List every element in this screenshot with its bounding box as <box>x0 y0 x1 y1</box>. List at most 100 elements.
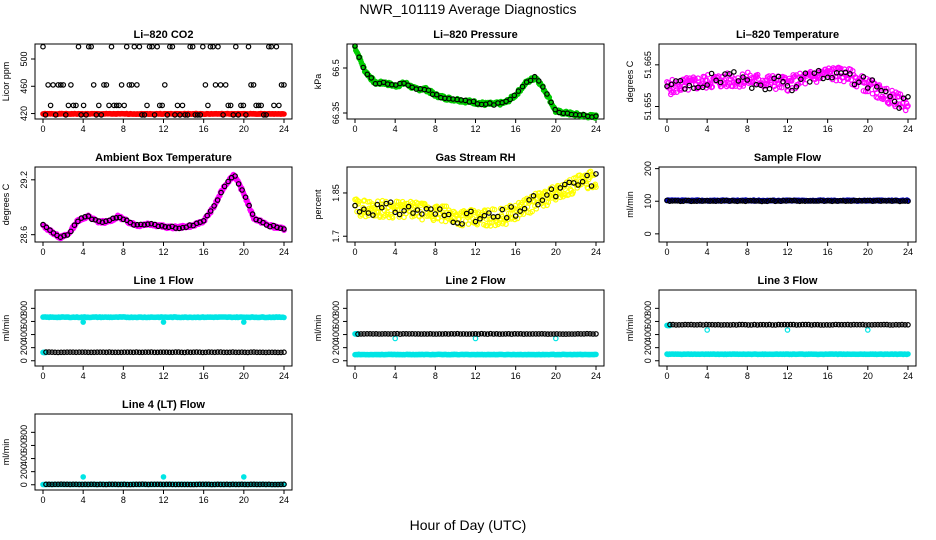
data-point <box>281 349 287 356</box>
data-point <box>263 349 269 356</box>
data-point <box>199 349 206 356</box>
data-point <box>370 331 376 337</box>
data-point <box>904 104 911 110</box>
data-point <box>838 321 845 328</box>
data-point <box>893 321 899 328</box>
panel-1: Li–820 CO2 Licor ppm 0 4 8 12 16 20 24 420 460 500 <box>1 29 293 134</box>
x-tick-label: 4 <box>393 247 398 257</box>
data-point <box>146 43 153 50</box>
data-point <box>777 198 784 205</box>
data-point <box>111 102 117 109</box>
data-point <box>257 349 263 356</box>
data-point <box>418 331 425 337</box>
data-point <box>844 321 851 328</box>
data-point <box>810 198 817 204</box>
data-point <box>103 481 110 488</box>
data-point <box>208 481 215 488</box>
data-point <box>793 322 800 328</box>
data-point <box>496 331 503 337</box>
data-point <box>386 214 393 221</box>
data-point <box>820 322 827 328</box>
data-point <box>184 481 191 488</box>
data-point <box>905 321 911 328</box>
data-point <box>401 208 407 214</box>
data-point <box>491 206 498 213</box>
data-point <box>540 84 546 90</box>
data-point <box>88 43 95 50</box>
y-tick-label: 100 <box>643 194 653 209</box>
data-point <box>560 331 566 337</box>
x-tick-label: 0 <box>664 247 669 257</box>
data-point <box>184 349 191 355</box>
data-point <box>581 331 587 337</box>
y-tick-label: 51.665 <box>643 51 653 79</box>
data-point <box>49 349 55 356</box>
data-point <box>241 474 247 480</box>
data-point <box>691 321 697 328</box>
data-point <box>823 198 830 204</box>
data-point <box>387 199 394 206</box>
data-point <box>46 481 52 488</box>
data-point <box>544 202 550 209</box>
data-point <box>481 212 488 219</box>
data-point <box>193 481 200 488</box>
data-point <box>58 481 64 488</box>
data-point <box>255 102 262 109</box>
data-point <box>677 77 684 84</box>
x-tick-label: 20 <box>239 495 249 505</box>
y-tick-label: 800 <box>19 301 29 316</box>
data-point <box>851 81 858 88</box>
data-point <box>277 225 284 232</box>
data-point <box>110 215 116 222</box>
data-point <box>673 322 679 328</box>
data-point <box>400 330 407 337</box>
data-point <box>71 222 78 229</box>
data-point <box>133 349 140 355</box>
data-point <box>499 206 506 213</box>
data-point <box>88 481 95 488</box>
data-point <box>566 331 572 337</box>
data-point <box>869 321 875 328</box>
data-point <box>563 331 569 337</box>
data-point <box>112 349 119 356</box>
x-tick-label: 16 <box>199 247 209 257</box>
data-point <box>869 90 876 97</box>
data-point <box>253 102 259 109</box>
data-point <box>788 197 795 204</box>
x-tick-label: 0 <box>352 124 357 134</box>
data-point <box>842 69 849 76</box>
data-point <box>905 103 911 109</box>
data-point <box>370 212 376 218</box>
data-point <box>490 331 497 337</box>
x-tick-label: 24 <box>903 124 913 134</box>
panel-4: Ambient Box Temperature degrees C 0 4 8 12 16 2… <box>1 152 293 257</box>
panel-5: Gas Stream RH percent 0 4 8 12 16 20 24 1.7 1.85 <box>313 152 605 257</box>
data-point <box>535 201 541 208</box>
data-point <box>373 330 379 337</box>
x-tick-label: 12 <box>782 371 792 381</box>
x-tick-label: 8 <box>121 247 126 257</box>
panel-3: Li–820 Temperature degrees C 0 4 8 12 16 20 24 51… <box>625 29 917 134</box>
y-tick-label: 200 <box>19 340 29 355</box>
data-point <box>47 227 53 234</box>
data-point <box>136 43 143 50</box>
data-point <box>756 198 762 204</box>
x-tick-label: 4 <box>705 371 710 381</box>
data-point <box>232 173 238 179</box>
y-tick-label: 400 <box>19 451 29 466</box>
data-point <box>52 112 59 118</box>
data-point <box>754 322 761 328</box>
data-point <box>278 82 285 88</box>
data-point <box>697 321 703 328</box>
data-point <box>230 112 237 118</box>
data-point <box>196 349 203 356</box>
data-point <box>76 349 83 356</box>
data-point <box>210 43 216 50</box>
data-point <box>772 322 779 328</box>
data-point <box>42 112 49 118</box>
data-point <box>869 198 876 205</box>
data-point <box>227 102 234 109</box>
data-point <box>134 221 141 228</box>
data-point <box>709 321 716 328</box>
